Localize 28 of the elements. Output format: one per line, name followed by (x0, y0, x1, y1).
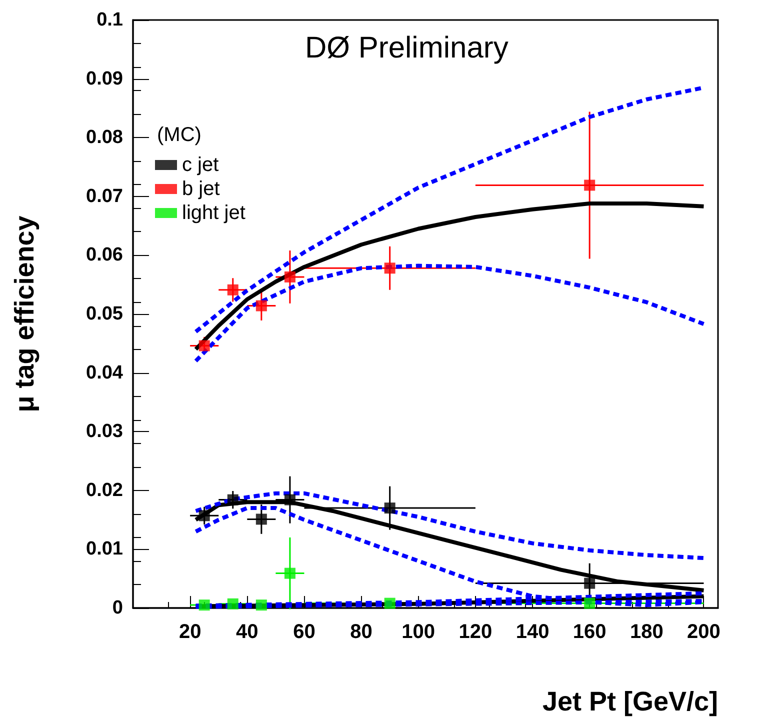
x-tick-label: 200 (687, 621, 720, 643)
y-tick-label: 0.01 (86, 538, 124, 560)
x-tick-label: 120 (458, 621, 492, 643)
y-tick-label: 0.09 (86, 68, 123, 90)
y-tick-label: 0.1 (96, 10, 124, 30)
x-axis-title: Jet Pt [GeV/c] (542, 686, 718, 716)
x-tick-label: 20 (178, 621, 202, 643)
y-tick-label: 0.02 (86, 480, 123, 501)
x-tick-label: 40 (236, 621, 258, 643)
y-tick-label: 0.05 (86, 304, 124, 324)
x-tick-label: 60 (293, 621, 316, 643)
x-tick-label: 180 (630, 621, 664, 643)
legend-title: (MC) (157, 124, 202, 146)
y-tick-label: 0.07 (86, 186, 123, 207)
legend-label: b jet (182, 178, 220, 200)
x-tick-label: 160 (572, 621, 606, 643)
y-tick-label: 0.08 (86, 127, 123, 148)
legend-label: c jet (182, 154, 220, 176)
x-tick-label: 80 (350, 621, 372, 643)
annotation: DØ Preliminary (305, 32, 508, 64)
y-tick-label: 0.04 (86, 362, 124, 384)
y-tick-label: 0.06 (86, 244, 123, 266)
y-tick-label: 0.03 (86, 421, 123, 442)
y-tick-label: 0 (112, 598, 123, 618)
y-axis-title: μ tag efficiency (10, 216, 40, 412)
x-tick-label: 100 (402, 621, 436, 643)
x-tick-label: 140 (516, 621, 550, 643)
legend-label: light jet (182, 202, 246, 224)
